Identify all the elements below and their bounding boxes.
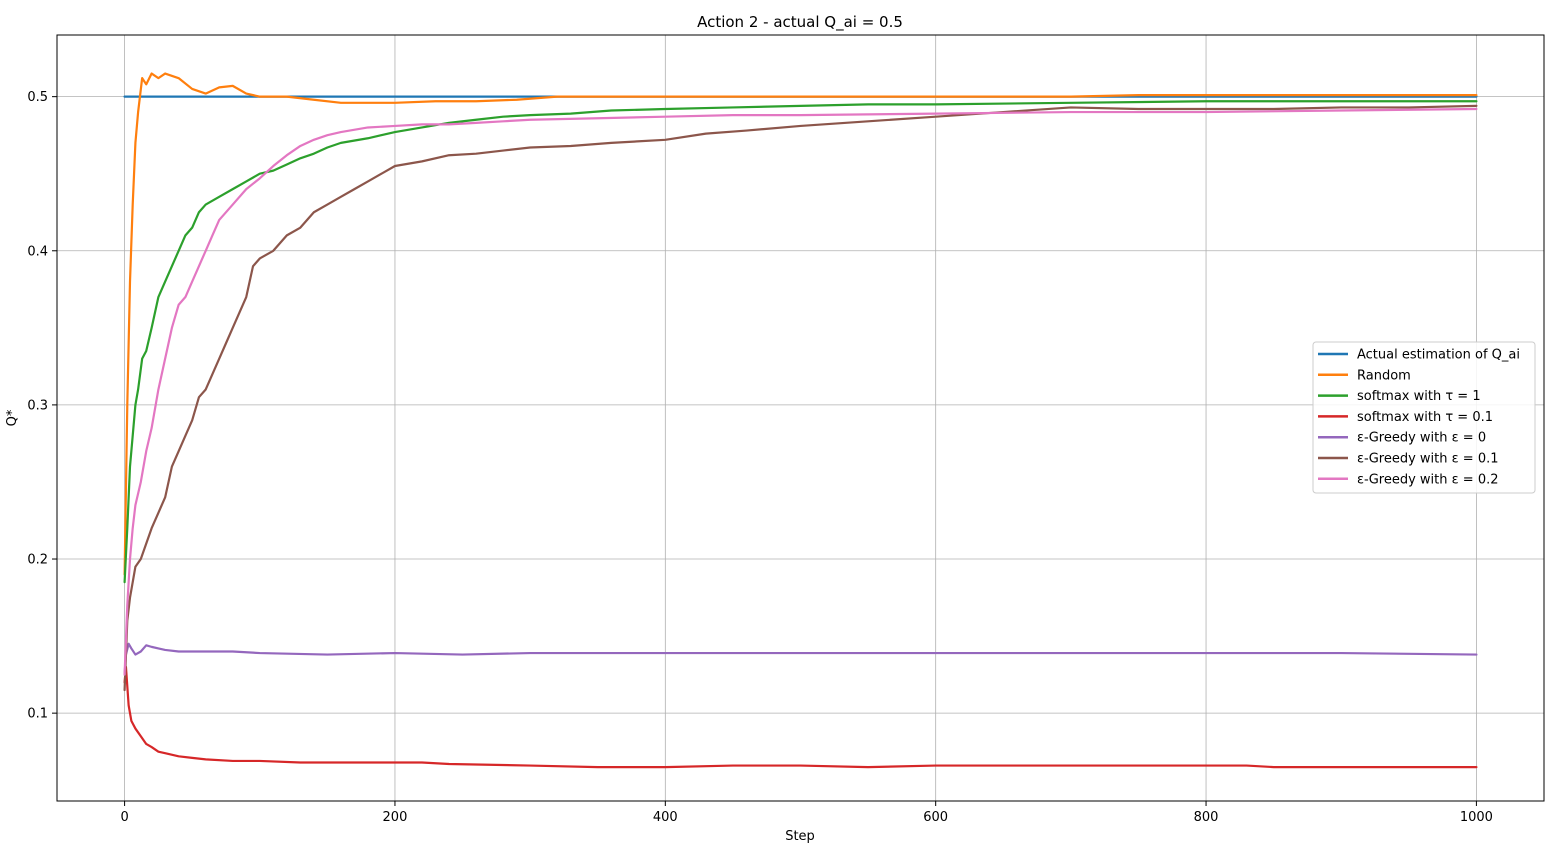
legend-label: softmax with τ = 0.1 (1357, 410, 1493, 425)
legend-label: softmax with τ = 1 (1357, 389, 1481, 404)
x-tick-label: 600 (923, 810, 948, 825)
x-tick-label: 0 (120, 810, 128, 825)
legend-box (1312, 341, 1536, 494)
legend-label: ε-Greedy with ε = 0.1 (1357, 452, 1499, 467)
y-axis-title: Q* (5, 409, 20, 426)
plot-frame (56, 34, 1545, 802)
y-tick-label: 0.1 (27, 707, 48, 722)
y-tick-label: 0.3 (27, 398, 48, 413)
legend-label: ε-Greedy with ε = 0 (1357, 431, 1486, 446)
y-tick-label: 0.2 (27, 553, 48, 568)
series-line-6 (123, 104, 1478, 692)
series-line-2 (123, 72, 1478, 576)
series-lines (123, 72, 1478, 769)
legend-label: Actual estimation of Q_ai (1357, 348, 1520, 363)
legend-label: Random (1357, 368, 1411, 383)
x-tick-label: 800 (1194, 810, 1219, 825)
x-tick-label: 400 (653, 810, 678, 825)
series-line-3 (123, 100, 1478, 584)
x-tick-label: 1000 (1460, 810, 1493, 825)
y-tick-label: 0.5 (27, 90, 48, 105)
chart-title: Action 2 - actual Q_ai = 0.5 (697, 13, 903, 32)
series-line-5 (123, 642, 1478, 676)
series-line-4 (123, 665, 1478, 769)
y-tick-label: 0.4 (27, 244, 48, 259)
legend-label: ε-Greedy with ε = 0.2 (1357, 472, 1499, 487)
x-tick-label: 200 (383, 810, 408, 825)
axis-ticks: 0 200 400 600 800 1000 0.1 0.2 0.3 0.4 0.5 (27, 90, 1493, 825)
x-axis-title: Step (785, 829, 815, 844)
legend: Actual estimation of Q_ai Random softmax w… (1312, 341, 1536, 494)
series-line-7 (123, 107, 1478, 676)
